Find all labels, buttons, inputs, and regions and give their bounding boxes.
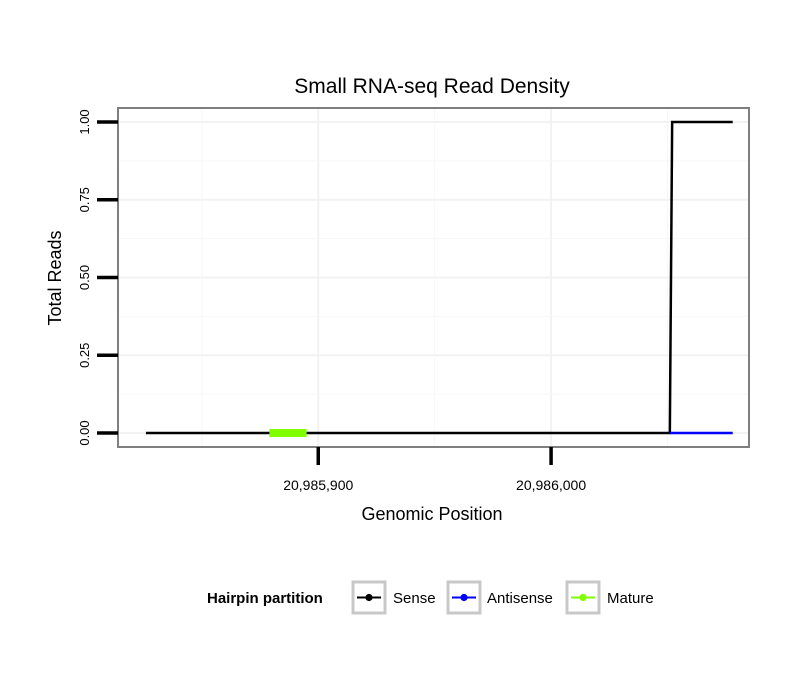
legend-label: Sense (393, 590, 436, 607)
y-axis-label: Total Reads (45, 230, 65, 325)
grid-minor (118, 108, 749, 447)
x-tick-label: 20,986,000 (516, 477, 586, 493)
y-tick-label: 0.50 (77, 265, 92, 290)
legend-label: Mature (607, 590, 654, 607)
series-line-sense (145, 120, 733, 435)
x-axis: 20,985,900 20,986,000 (283, 447, 586, 493)
x-axis-label: Genomic Position (361, 504, 502, 524)
y-tick-label: 1.00 (77, 109, 92, 134)
legend-label: Antisense (487, 590, 553, 607)
legend-key-marker (460, 593, 468, 602)
legend-title: Hairpin partition (207, 590, 323, 607)
chart-title: Small RNA-seq Read Density (294, 75, 570, 98)
legend-key-marker (365, 593, 373, 602)
legend: Hairpin partition Sense Antisense Mature (207, 580, 654, 615)
y-tick-label: 0.00 (77, 420, 92, 445)
series-group (145, 120, 733, 437)
y-tick-label: 0.25 (77, 343, 92, 368)
legend-items: Sense Antisense Mature (351, 580, 654, 615)
y-tick-label: 0.75 (77, 187, 92, 212)
legend-key-marker (579, 593, 587, 602)
grid-major (118, 108, 749, 447)
x-tick-label: 20,985,900 (283, 477, 353, 493)
y-axis: 0.00 0.25 0.50 0.75 1.00 (77, 109, 118, 446)
